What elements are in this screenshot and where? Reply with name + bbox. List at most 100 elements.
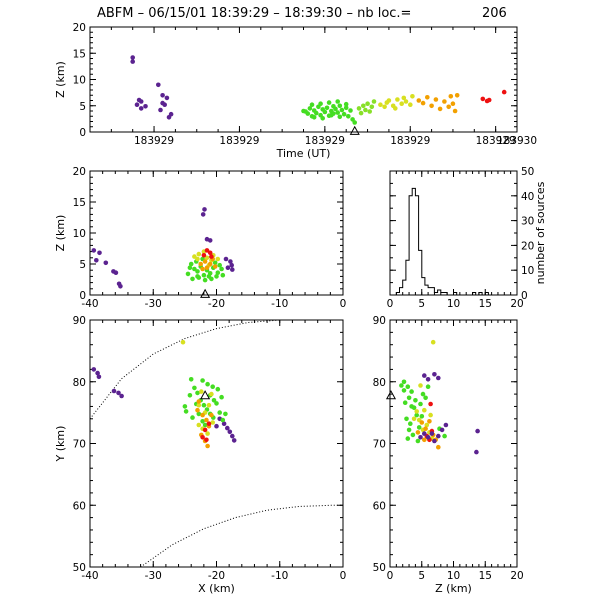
data-point [348, 108, 353, 113]
y-tick-label: 10 [73, 228, 86, 240]
data-point [474, 449, 479, 455]
data-point [221, 421, 227, 427]
plot-frame [389, 319, 518, 568]
y-tick-label: 0 [79, 127, 86, 139]
data-point [352, 120, 358, 125]
y-tick-label: 20 [73, 22, 86, 34]
data-point [428, 412, 433, 418]
data-point [134, 102, 140, 107]
data-point [382, 104, 387, 110]
y-tick-label: 70 [73, 439, 86, 451]
data-point [416, 425, 422, 430]
y-tick-label: 15 [73, 48, 86, 60]
data-point [404, 416, 409, 422]
data-point [326, 100, 332, 105]
data-point [356, 106, 362, 111]
y-tick-label: 60 [373, 500, 386, 512]
y-tick-label: 20 [521, 240, 534, 252]
data-point [195, 274, 200, 279]
data-point [201, 272, 207, 278]
data-point [446, 104, 452, 110]
data-point [206, 402, 212, 408]
y-tick-label: 90 [73, 315, 86, 327]
data-point [367, 109, 373, 114]
data-point [422, 431, 427, 436]
data-point [486, 97, 492, 103]
data-point [160, 93, 165, 98]
source-count: 206 [482, 6, 507, 21]
data-point [202, 422, 208, 428]
data-point [437, 106, 443, 112]
x-tick-label: 5 [418, 570, 425, 582]
data-point [403, 99, 409, 104]
data-point [442, 99, 447, 104]
data-point [337, 103, 343, 109]
data-point [187, 265, 193, 271]
data-point [436, 444, 441, 450]
range-ring-outer [89, 319, 343, 420]
x-axis-label: Z (km) [435, 582, 472, 595]
data-point [419, 420, 425, 425]
data-point [212, 264, 218, 269]
data-point [220, 272, 226, 278]
data-point [204, 417, 209, 423]
data-point [311, 115, 317, 120]
data-point [361, 103, 366, 109]
x-tick-label: 5 [418, 298, 425, 310]
data-point [423, 426, 428, 432]
y-tick-label: 5 [79, 259, 86, 271]
plot-frame [89, 319, 344, 568]
data-point [309, 102, 315, 107]
data-point [209, 391, 214, 397]
data-point [324, 105, 330, 111]
data-point [207, 261, 213, 267]
data-point [430, 339, 436, 345]
data-point [425, 384, 431, 390]
x-tick-label: -20 [208, 570, 225, 582]
data-point [130, 59, 135, 64]
data-point [405, 384, 411, 390]
data-point [501, 89, 507, 95]
station-marker [200, 390, 211, 400]
y-axis-label: Z (km) [54, 215, 67, 252]
data-point [442, 433, 447, 439]
x-tick-label: -10 [271, 298, 288, 310]
data-point [230, 267, 235, 272]
data-point [422, 437, 427, 443]
data-point [406, 395, 412, 401]
y-tick-label: 10 [73, 75, 86, 87]
data-point [223, 411, 228, 417]
x-tick-label: 0 [340, 570, 347, 582]
data-point [411, 416, 417, 422]
data-point [201, 253, 207, 258]
data-point [454, 93, 460, 98]
data-point [443, 422, 449, 428]
data-point [200, 419, 205, 424]
data-point [204, 265, 210, 271]
data-point [335, 110, 341, 115]
data-point [369, 104, 375, 110]
data-point [420, 100, 426, 106]
x-tick-label: -40 [81, 570, 98, 582]
data-point [195, 269, 200, 274]
data-point [425, 95, 430, 100]
data-point [307, 106, 313, 111]
data-point [196, 251, 202, 257]
data-point [358, 110, 364, 116]
data-point [418, 401, 423, 407]
x-tick-label: -10 [271, 570, 288, 582]
time-height-panel: 183929 183929 183929 183929 1839291839300510… [54, 22, 537, 160]
y-tick-label: 50 [521, 166, 534, 178]
data-point [425, 377, 431, 382]
data-point [200, 412, 205, 418]
data-point [185, 271, 191, 277]
data-point [410, 432, 416, 438]
data-point [204, 255, 210, 261]
data-point [130, 55, 135, 60]
x-axis-label: Time (UT) [276, 147, 331, 160]
data-point [339, 107, 345, 113]
data-point [91, 367, 97, 372]
data-point [427, 419, 432, 424]
data-point [225, 425, 230, 431]
